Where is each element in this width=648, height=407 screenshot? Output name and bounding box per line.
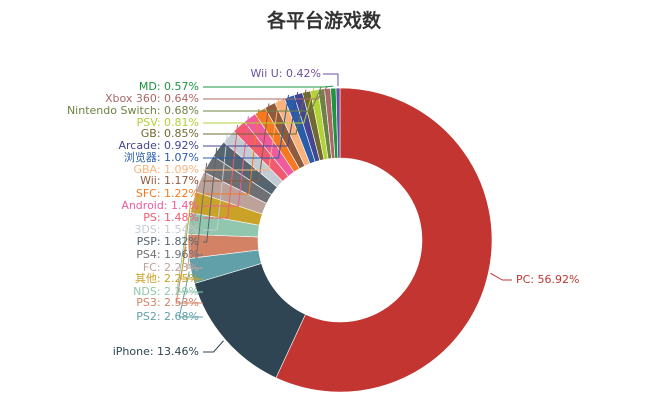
leader-line-arcade	[203, 91, 299, 147]
slice-label-md: MD: 0.57%	[139, 80, 199, 93]
leader-line-wii	[203, 103, 270, 182]
slice-label-ps2: PS2: 2.68%	[136, 310, 199, 323]
slice-label-sfc: SFC: 1.22%	[136, 187, 199, 200]
slice-label-3ds: 3DS: 1.54%	[134, 223, 199, 236]
leader-line-psp	[203, 147, 218, 243]
slice-label-gba: GBA: 1.09%	[133, 163, 199, 176]
slice-label-iphone: iPhone: 13.46%	[113, 345, 199, 358]
leader-line-wii-u	[323, 73, 339, 87]
leader-line-md	[203, 85, 334, 88]
slice-label-psp: PSP: 1.82%	[137, 235, 199, 248]
leader-line-nds	[176, 223, 203, 293]
slice-label-nds: NDS: 2.29%	[133, 285, 199, 298]
slice-label-item-5: 其他: 2.25%	[135, 272, 199, 285]
slice-label-ps4: PS4: 1.96%	[136, 248, 199, 261]
leader-line-ps	[203, 124, 239, 219]
slice-label-wii: Wii: 1.17%	[140, 174, 199, 187]
slice-label-nintendo-switch: Nintendo Switch: 0.68%	[67, 104, 199, 117]
leader-line-item-15	[203, 94, 290, 159]
slice-pc[interactable]	[275, 87, 493, 393]
slice-labels: PC: 56.92% iPhone: 13.46% PS2: 2.68%PS3: 2…	[67, 67, 580, 358]
slice-label-fc: FC: 2.23%	[143, 261, 199, 274]
slice-label-android: Android: 1.4%	[121, 199, 199, 212]
leader-line-gba	[203, 98, 280, 171]
slice-label-pc: PC: 56.92%	[516, 273, 579, 286]
leader-line-psv	[203, 88, 315, 124]
slice-wii-u[interactable]	[335, 87, 341, 159]
slice-label-arcade: Arcade: 0.92%	[119, 139, 200, 152]
leader-line-gb	[203, 89, 307, 135]
leader-line-3ds	[203, 135, 228, 231]
leader-line-nintendo-switch	[203, 86, 322, 112]
leader-line-sfc	[203, 109, 260, 195]
leader-line-ps2	[178, 271, 203, 318]
leader-line-item-5	[180, 201, 203, 280]
leader-line-pc	[490, 272, 512, 281]
chart-title: 各平台游戏数	[266, 10, 381, 32]
label-leader-lines	[175, 73, 512, 353]
leader-line-xbox-360	[203, 86, 328, 100]
slice-label-psv: PSV: 0.81%	[137, 116, 199, 129]
slice-label-gb: GB: 0.85%	[141, 127, 199, 140]
slice-label-item-15: 浏览器: 1.07%	[124, 150, 199, 164]
slice-label-ps3: PS3: 2.53%	[136, 296, 199, 309]
pie-slices	[187, 87, 493, 393]
slice-label-ps: PS: 1.48%	[143, 211, 199, 224]
slice-label-xbox-360: Xbox 360: 0.64%	[105, 92, 199, 105]
slice-label-wii-u: Wii U: 0.42%	[251, 67, 321, 80]
leader-line-iphone	[203, 340, 224, 353]
leader-line-fc	[187, 181, 203, 269]
